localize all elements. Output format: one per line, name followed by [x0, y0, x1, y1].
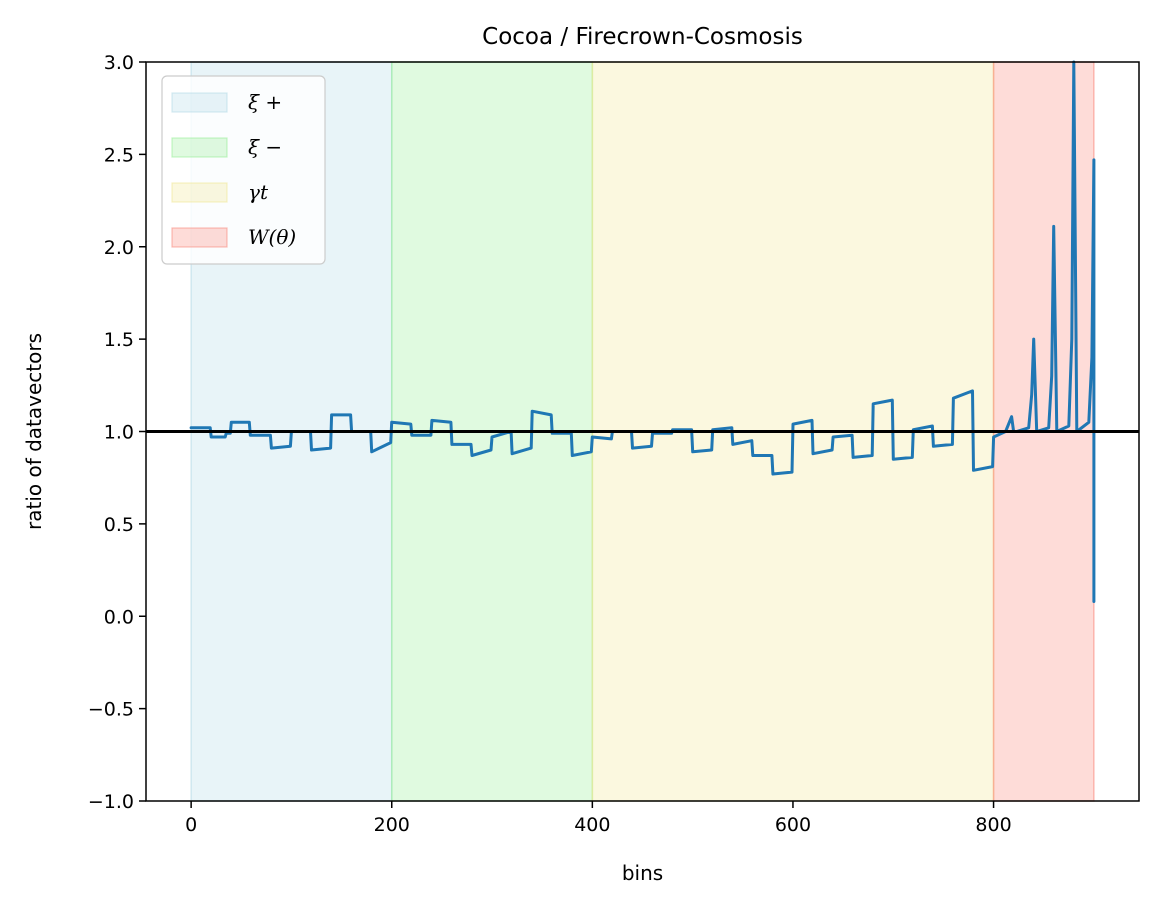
x-tick-label: 600 [775, 814, 811, 836]
y-tick-label: 0.5 [104, 514, 134, 536]
legend-swatch [171, 182, 228, 203]
legend-swatch [171, 227, 228, 248]
y-axis-title: ratio of datavectors [22, 333, 46, 530]
chart-title: Cocoa / Firecrown-Cosmosis [482, 24, 803, 50]
y-tick-label: −0.5 [88, 699, 134, 721]
legend-label: W(θ) [248, 225, 296, 249]
legend: ξ + ξ − γt W(θ) [161, 75, 326, 265]
y-tick-label: 0.0 [104, 606, 134, 628]
legend-label: ξ − [248, 135, 282, 159]
legend-swatch [171, 137, 228, 158]
y-axis-ticks: −1.0 −0.5 0.0 0.5 1.0 1.5 2.0 2.5 3.0 [88, 52, 146, 813]
x-axis-title: bins [622, 861, 663, 885]
x-tick-label: 400 [574, 814, 610, 836]
y-tick-label: 1.0 [104, 422, 134, 444]
x-tick-label: 200 [374, 814, 410, 836]
y-tick-label: 2.0 [104, 237, 134, 259]
y-tick-label: 1.5 [104, 329, 134, 351]
legend-label: γt [248, 180, 269, 204]
legend-swatch [171, 92, 228, 113]
y-tick-label: −1.0 [88, 791, 134, 813]
y-tick-label: 3.0 [104, 52, 134, 74]
x-tick-label: 0 [185, 814, 197, 836]
x-tick-label: 800 [975, 814, 1011, 836]
legend-label: ξ + [248, 90, 282, 114]
x-axis-ticks: 0 200 400 600 800 [185, 801, 1012, 836]
legend-box [161, 75, 326, 265]
y-tick-label: 2.5 [104, 144, 134, 166]
